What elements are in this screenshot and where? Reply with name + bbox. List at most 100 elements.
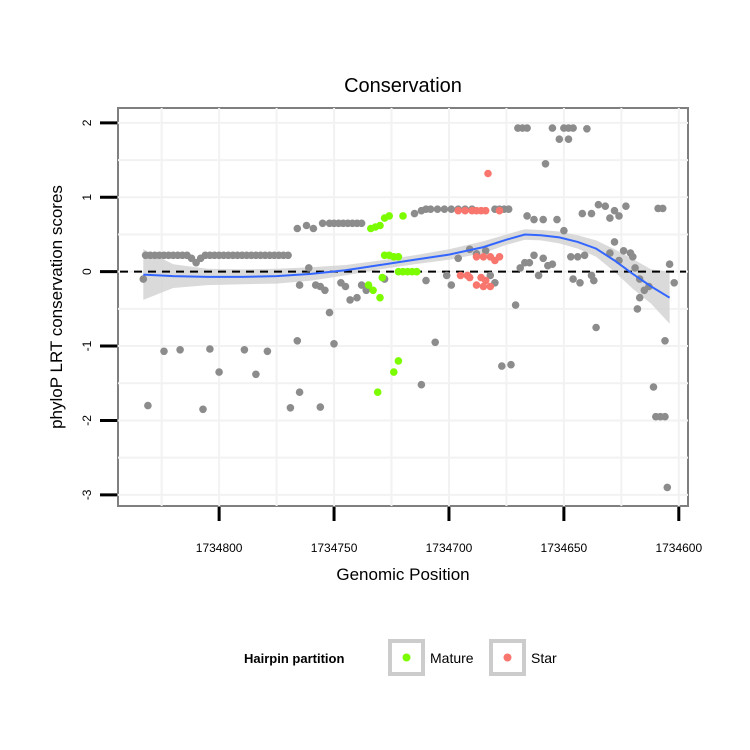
point-other: [295, 388, 304, 397]
legend-label-star: Star: [531, 650, 557, 666]
point-other: [649, 383, 658, 391]
point-other: [530, 251, 538, 260]
legend-marker-mature: [402, 653, 411, 662]
point-other: [215, 368, 223, 376]
point-star: [472, 281, 481, 289]
point-other: [610, 206, 619, 215]
point-mature: [369, 286, 377, 295]
point-other: [631, 264, 639, 272]
point-other: [504, 205, 513, 213]
point-other: [447, 281, 456, 289]
point-other: [302, 221, 311, 230]
point-other: [590, 276, 598, 285]
point-other: [139, 275, 148, 283]
point-other: [587, 209, 596, 218]
point-mature: [413, 267, 421, 276]
point-other: [511, 301, 520, 309]
point-other: [318, 219, 327, 228]
point-other: [658, 204, 667, 213]
smooth-line: [143, 233, 671, 299]
legend-item-mature: Mature: [388, 639, 474, 676]
point-other: [541, 160, 550, 168]
smooth-curve: [143, 233, 671, 299]
point-star: [495, 206, 504, 215]
point-other: [252, 370, 260, 379]
point-other: [316, 403, 325, 411]
point-other: [670, 279, 678, 287]
point-other: [661, 412, 669, 421]
point-other: [573, 252, 582, 261]
point-mature: [376, 293, 384, 302]
point-other: [622, 202, 630, 210]
point-star: [479, 252, 488, 261]
point-other: [341, 282, 350, 291]
y-axis: 2 1 0 -1 -2 -3: [80, 119, 117, 500]
point-other: [560, 226, 568, 235]
point-other: [293, 337, 302, 345]
point-other: [353, 293, 361, 302]
point-star: [454, 206, 463, 215]
legend-key-star: [489, 639, 526, 676]
point-other: [583, 125, 591, 133]
point-other: [321, 286, 329, 295]
point-other: [507, 360, 515, 369]
point-mature: [394, 252, 403, 261]
y-tick-label: 1: [80, 194, 94, 201]
point-star: [472, 252, 481, 261]
point-other: [357, 281, 366, 289]
point-other: [481, 247, 490, 255]
point-other: [530, 215, 538, 224]
point-other: [523, 124, 531, 132]
point-other: [417, 380, 426, 389]
legend-label-mature: Mature: [430, 650, 474, 666]
legend-marker-star: [503, 653, 512, 662]
point-other: [635, 293, 644, 302]
point-mature: [378, 273, 387, 282]
point-other: [263, 347, 272, 356]
point-other: [553, 215, 561, 224]
legend: Hairpin partition Mature Star: [244, 639, 557, 676]
point-other: [440, 205, 449, 213]
point-mature: [399, 212, 407, 220]
point-other: [539, 254, 547, 263]
gridlines: [118, 108, 688, 506]
point-other: [606, 214, 614, 222]
point-other: [144, 401, 152, 410]
point-other: [569, 275, 577, 283]
point-other: [240, 346, 249, 354]
point-other: [422, 276, 430, 285]
legend-item-star: Star: [489, 639, 557, 676]
point-other: [330, 340, 338, 348]
x-axis: 1734800 1734750 1734700 1734650 1734600: [196, 507, 702, 555]
plot-panel: [117, 107, 689, 507]
y-axis-title: phyloP LRT conservation scores: [47, 185, 66, 429]
legend-title: Hairpin partition: [244, 651, 344, 666]
legend-key-mature: [388, 639, 425, 676]
point-other: [442, 271, 451, 280]
point-other: [548, 124, 557, 132]
y-tick-label: 2: [80, 119, 94, 126]
y-tick-label: -2: [80, 415, 94, 426]
point-other: [305, 264, 313, 272]
y-tick-label: -3: [80, 489, 94, 500]
point-star: [479, 282, 488, 291]
point-other: [548, 260, 557, 269]
x-tick-label: 1734800: [196, 541, 243, 555]
point-other: [610, 238, 619, 246]
point-other: [357, 219, 366, 228]
point-other: [516, 264, 524, 272]
point-other: [176, 346, 184, 354]
point-other: [486, 271, 495, 280]
point-other: [665, 260, 674, 269]
point-other: [539, 215, 547, 224]
point-mature: [373, 388, 382, 397]
data-points: [139, 124, 678, 492]
point-other: [498, 362, 506, 370]
point-mature: [376, 221, 384, 230]
point-star: [456, 271, 465, 280]
point-star: [486, 282, 495, 291]
point-other: [592, 323, 600, 332]
point-other: [594, 200, 603, 209]
point-mature: [390, 368, 398, 376]
point-other: [431, 338, 440, 347]
